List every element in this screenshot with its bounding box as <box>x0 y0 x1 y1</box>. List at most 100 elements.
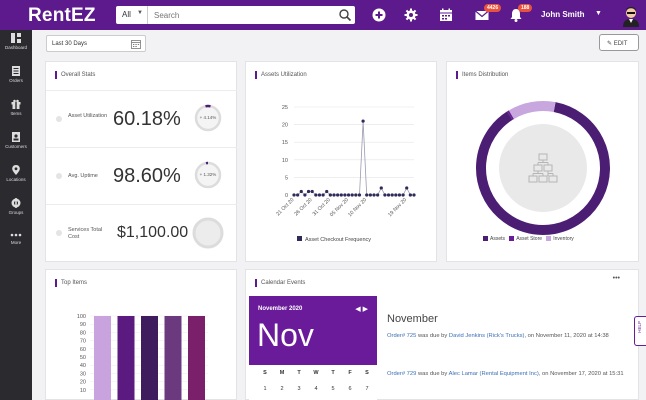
sidebar-item-locations[interactable]: Locations <box>0 165 32 195</box>
data-point <box>343 193 347 197</box>
order-link[interactable]: Order# 725 <box>387 333 417 339</box>
y-tick-label: 20 <box>80 380 86 386</box>
stat-gauge <box>194 161 222 189</box>
donut-slice <box>508 101 556 120</box>
data-point <box>321 193 325 197</box>
help-tab-label: HELP <box>637 321 642 333</box>
y-tick-label: 40 <box>80 363 86 369</box>
legend-item-assets[interactable]: Assets <box>483 236 505 242</box>
card-title: Overall Stats <box>55 71 95 79</box>
stat-label: Services Total Cost <box>68 227 103 240</box>
mail-count-badge: 4426 <box>484 4 502 12</box>
calendar-day[interactable]: 7 <box>365 386 369 392</box>
order-link[interactable]: Order# 729 <box>387 371 417 377</box>
items-distribution-donut <box>476 101 610 235</box>
groups-icon <box>11 198 21 208</box>
app-logo[interactable]: RentEZ <box>28 5 96 26</box>
calendar-day[interactable]: 2 <box>280 386 284 392</box>
sidebar-item-items[interactable]: Items <box>0 99 32 129</box>
add-icon[interactable] <box>371 7 387 23</box>
date-range-select[interactable]: Last 30 Days <box>46 35 146 52</box>
sidebar-item-label: Locations <box>6 177 26 182</box>
sidebar: Dashboard Orders Items Customers Locatio… <box>0 30 32 400</box>
data-point <box>328 193 332 197</box>
y-tick-label: 50 <box>80 355 86 361</box>
stat-value: $1,100.00 <box>117 224 189 241</box>
y-tick-label: 20 <box>282 123 288 129</box>
calendar-icon <box>131 40 141 49</box>
card-menu-button[interactable]: ••• <box>612 275 620 282</box>
stat-dot <box>56 116 62 122</box>
customer-link[interactable]: Alec Lamar (Rental Equipment Inc) <box>448 371 539 377</box>
calendar-day[interactable]: 1 <box>263 386 267 392</box>
edit-button[interactable]: ✎ EDIT <box>599 34 639 51</box>
y-tick-label: 70 <box>80 339 86 345</box>
data-point <box>397 193 402 197</box>
data-point <box>412 193 416 197</box>
sidebar-item-more[interactable]: More <box>0 232 32 262</box>
prev-month-icon[interactable]: ◀ <box>355 306 363 313</box>
data-point <box>314 193 318 197</box>
stat-change: + 4.14% <box>199 115 217 120</box>
gear-icon[interactable] <box>403 7 419 23</box>
card-title: Items Distribution <box>456 71 508 79</box>
user-name[interactable]: John Smith <box>541 10 585 19</box>
y-tick-label: 60 <box>80 347 86 353</box>
donut-center <box>499 124 587 212</box>
data-point <box>336 193 340 197</box>
sidebar-item-label: Items <box>10 111 22 116</box>
data-point <box>317 193 322 197</box>
bar <box>117 316 135 400</box>
avatar[interactable] <box>620 3 642 27</box>
card-title: Calendar Events <box>255 279 305 287</box>
stat-value: 60.18% <box>113 108 181 130</box>
calendar-grid: S M T W T F S 1 2 3 4 5 6 7 <box>249 365 377 400</box>
customers-icon <box>12 132 20 142</box>
y-tick-label: 10 <box>282 158 288 164</box>
data-point <box>354 193 358 197</box>
data-point <box>339 193 343 197</box>
bar <box>164 316 182 400</box>
event-item: Order# 729 was due by Alec Lamar (Rental… <box>387 371 624 377</box>
calendar-day[interactable]: 3 <box>297 386 301 392</box>
calendar-icon[interactable] <box>438 7 454 23</box>
calendar-day[interactable]: 4 <box>314 386 318 392</box>
help-tab[interactable]: HELP <box>634 316 646 346</box>
legend-item-inventory[interactable]: Inventory <box>546 236 574 242</box>
calendar-day[interactable]: 6 <box>348 386 352 392</box>
sidebar-item-customers[interactable]: Customers <box>0 132 32 162</box>
sidebar-item-label: Dashboard <box>4 45 27 50</box>
next-month-icon[interactable]: ▶ <box>362 306 370 313</box>
card-title: Assets Utilization <box>255 71 307 79</box>
data-point <box>372 193 376 197</box>
y-tick-label: 100 <box>77 314 86 320</box>
orders-icon <box>12 66 20 76</box>
sidebar-item-groups[interactable]: Groups <box>0 198 32 228</box>
hierarchy-icon <box>528 153 558 183</box>
weekday-label: W <box>313 370 319 376</box>
y-tick-label: 15 <box>282 140 288 146</box>
data-point <box>346 193 351 197</box>
calendar-day[interactable]: 5 <box>331 386 335 392</box>
stat-gauge <box>192 217 224 249</box>
user-menu-caret-icon[interactable]: ▼ <box>595 10 602 17</box>
card-title: Top Items <box>55 279 87 287</box>
search-box: All ▼ <box>116 6 355 24</box>
sidebar-item-dashboard[interactable]: Dashboard <box>0 33 32 63</box>
data-point <box>310 189 314 194</box>
series-line <box>294 121 414 196</box>
mail-button[interactable]: 4426 <box>474 4 502 23</box>
search-input[interactable] <box>150 6 336 24</box>
data-point <box>401 193 405 197</box>
search-icon[interactable] <box>338 8 352 22</box>
legend-item-asset-store[interactable]: Asset Store <box>509 236 542 242</box>
data-point <box>296 193 300 197</box>
y-tick-label: 25 <box>282 105 288 111</box>
legend-swatch <box>483 236 488 241</box>
customer-link[interactable]: David Jenkins (Rick's Trucks) <box>448 333 525 339</box>
x-tick-label: 19 Nov 20 <box>387 197 408 218</box>
search-scope-select[interactable]: All ▼ <box>116 6 148 24</box>
sidebar-item-orders[interactable]: Orders <box>0 66 32 96</box>
notifications-button[interactable]: 188 <box>508 4 533 23</box>
donut-slice <box>476 102 610 235</box>
